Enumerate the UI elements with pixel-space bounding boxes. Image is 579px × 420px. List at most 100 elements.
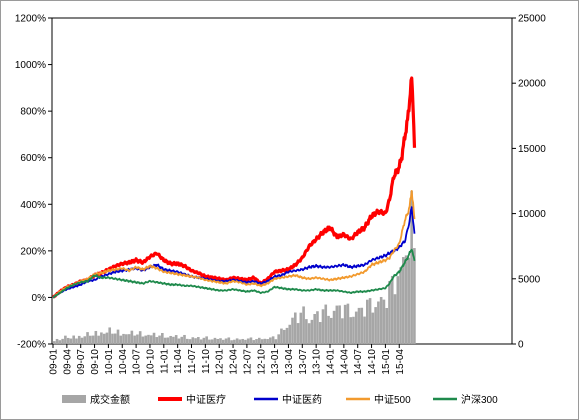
volume-bars [53,190,416,344]
volume-bar [252,340,256,344]
x-tick-label: 10-04 [118,349,129,375]
volume-bar [379,296,383,344]
series-line-3 [52,189,416,299]
volume-bar [144,335,148,344]
volume-bar [269,337,272,344]
volume-bar [122,333,125,344]
volume-bar [77,335,81,344]
volume-bar [213,337,217,344]
x-tick-label: 10-01 [104,349,115,375]
volume-bar [260,339,264,344]
volume-bar [255,339,258,344]
volume-bar [83,336,87,344]
legend-label: 成交金额 [90,393,130,406]
volume-bar [235,338,239,344]
volume-bar [219,338,222,344]
volume-bar [69,338,73,344]
volume-bar [246,338,250,344]
volume-bar [221,339,225,344]
volume-bar [390,275,394,344]
volume-bar [327,315,330,344]
x-tick-label: 13-07 [298,349,309,375]
volume-bar [227,337,231,344]
volume-bar [138,331,142,344]
x-tick-label: 15-04 [395,349,406,375]
y-left-tick-label: 200% [20,246,46,257]
volume-bar [332,310,336,344]
volume-bar [205,336,208,344]
volume-bar [313,314,316,344]
volume-bar [191,337,195,344]
volume-bar [66,337,70,344]
volume-bar [413,248,416,344]
x-tick-label: 10-10 [145,349,156,375]
volume-bar [318,322,322,344]
volume-bar [185,338,189,344]
volume-bar [368,298,372,344]
volume-bar [224,338,228,344]
volume-bar [155,337,159,344]
volume-bar [354,311,358,344]
volume-bar [161,333,164,344]
volume-bar [113,333,117,344]
plot-area-border [51,17,513,345]
volume-bar [100,332,103,344]
volume-bar [91,335,95,344]
volume-bar [257,337,261,344]
volume-bar [310,319,314,344]
volume-bar [210,339,214,344]
volume-bar [374,307,377,344]
y-right-tick-label: 25000 [518,14,546,25]
volume-bar [299,312,303,344]
volume-bar [202,337,206,344]
volume-bar [338,305,341,344]
volume-bar [305,319,308,344]
legend-swatch [62,395,86,403]
series-lines [51,76,417,299]
x-tick-label: 13-04 [284,349,295,375]
x-tick-label: 13-01 [270,349,281,375]
x-tick-label: 09-04 [62,349,73,375]
volume-bar [197,337,200,344]
x-tick-label: 09-07 [76,349,87,375]
volume-bar [263,338,267,344]
volume-bar [233,339,236,344]
y-right-tick-label: 5000 [518,274,541,285]
volume-bar [133,335,136,344]
volume-bar [266,339,269,344]
x-tick-label: 09-10 [90,349,101,375]
volume-bar [216,338,220,344]
volume-bar [119,335,123,344]
volume-bar [407,257,411,344]
volume-bar [241,338,244,344]
volume-bar [249,337,253,344]
volume-bar [404,255,408,344]
volume-bar [244,339,247,344]
volume-bar [130,330,134,344]
volume-bar [335,305,339,344]
volume-bar [80,337,84,344]
y-left-tick-label: -200% [17,340,46,351]
volume-bar [58,340,62,344]
volume-bar [399,267,402,344]
axes: -200% 0% 200% 400% 600% 800% 1000% 1200% 0 5000 10… [15,14,546,375]
volume-bar [357,307,361,344]
volume-bar [293,312,297,344]
legend-label: 沪深300 [461,393,498,406]
volume-bar [136,334,139,344]
volume-bar [230,340,233,344]
legend-label: 中证医药 [282,393,322,406]
x-tick-label: 14-07 [353,349,364,375]
x-tick-label: 11-01 [159,349,170,374]
y-left-tick-label: 600% [20,153,46,164]
series-line-1 [51,76,417,299]
volume-bar [94,330,98,344]
x-tick-label: 09-01 [49,349,60,375]
series-line-4 [52,248,416,299]
volume-bar [89,335,92,344]
volume-bar [163,337,167,344]
volume-bar [280,328,283,344]
volume-bar [288,324,292,344]
volume-bar [352,316,355,344]
